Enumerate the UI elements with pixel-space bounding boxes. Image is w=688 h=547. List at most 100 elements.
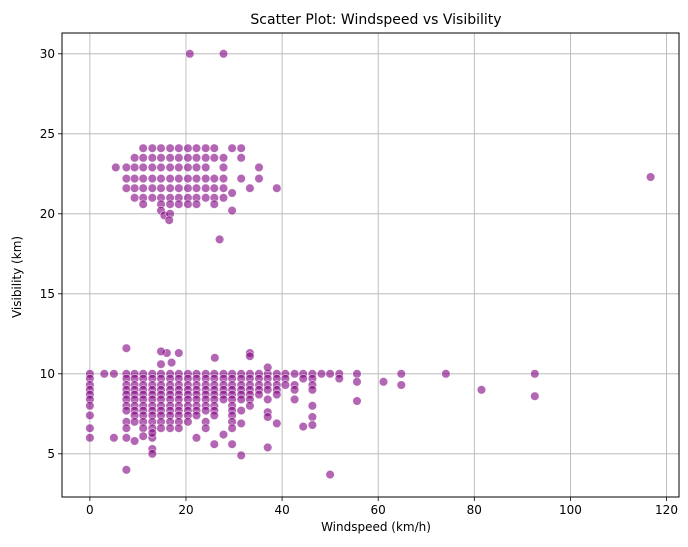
scatter-point <box>191 162 202 172</box>
x-tick-label: 20 <box>178 503 193 517</box>
scatter-point <box>530 369 540 379</box>
scatter-point <box>201 183 211 193</box>
scatter-point <box>147 174 157 184</box>
scatter-point <box>156 162 166 172</box>
scatter-point <box>218 430 229 440</box>
scatter-point <box>236 418 246 429</box>
scatter-point <box>396 369 406 379</box>
y-tick-label: 30 <box>40 47 55 61</box>
scatter-point <box>156 359 166 369</box>
scatter-point <box>138 423 148 433</box>
scatter-point <box>236 174 246 184</box>
scatter-point <box>236 153 246 163</box>
scatter-point <box>218 183 229 193</box>
scatter-point <box>201 193 211 203</box>
scatter-point <box>290 394 300 405</box>
scatter-point <box>530 391 540 401</box>
scatter-point <box>290 369 300 379</box>
scatter-point <box>245 351 255 361</box>
scatter-point <box>138 143 148 153</box>
scatter-point <box>245 183 255 193</box>
scatter-point <box>280 380 291 390</box>
scatter-point <box>185 49 195 59</box>
scatter-point <box>147 449 157 459</box>
scatter-point <box>334 374 344 384</box>
scatter-point <box>218 49 229 59</box>
scatter-point <box>174 174 184 184</box>
scatter-point <box>165 174 175 184</box>
scatter-point <box>183 153 193 163</box>
x-tick-label: 0 <box>86 503 94 517</box>
scatter-point <box>85 423 95 433</box>
scatter-point <box>174 348 184 358</box>
scatter-point <box>111 162 121 172</box>
x-tick-label: 120 <box>655 503 678 517</box>
scatter-point <box>263 394 273 405</box>
scatter-point <box>99 369 109 379</box>
scatter-point <box>156 143 166 153</box>
scatter-point <box>236 394 246 405</box>
scatter-point <box>130 174 140 184</box>
y-tick-label: 25 <box>40 127 55 141</box>
scatter-point <box>121 174 131 184</box>
scatter-point <box>121 465 131 475</box>
x-axis-label: Windspeed (km/h) <box>321 520 431 534</box>
scatter-point <box>307 385 318 395</box>
scatter-point <box>138 162 148 172</box>
scatter-point <box>272 183 282 193</box>
scatter-point <box>130 153 140 163</box>
scatter-point <box>352 377 362 387</box>
scatter-point <box>218 193 229 203</box>
scatter-point <box>209 153 219 163</box>
scatter-point <box>130 417 140 427</box>
scatter-point <box>183 199 193 209</box>
scatter-point <box>218 153 229 163</box>
scatter-point <box>201 162 211 172</box>
scatter-point <box>121 406 131 416</box>
x-tick-label: 40 <box>274 503 289 517</box>
scatter-point <box>352 396 362 406</box>
scatter-point <box>164 215 174 225</box>
scatter-point <box>272 418 282 429</box>
scatter-point <box>307 401 318 411</box>
scatter-point <box>147 162 157 172</box>
scatter-point <box>201 174 211 184</box>
scatter-point <box>147 428 157 438</box>
scatter-point <box>165 162 175 172</box>
y-tick-label: 15 <box>40 287 55 301</box>
scatter-point <box>191 153 202 163</box>
scatter-point <box>183 162 193 172</box>
scatter-point <box>218 162 229 172</box>
scatter-point <box>121 162 131 172</box>
scatter-point <box>209 183 219 193</box>
scatter-point <box>209 439 219 449</box>
scatter-point <box>183 183 193 193</box>
axis-ticks: 0 20 40 60 80 100 120 5 10 15 20 25 30 <box>40 47 678 517</box>
scatter-point <box>85 401 95 411</box>
scatter-point <box>183 143 193 153</box>
scatter-point <box>174 183 184 193</box>
scatter-point <box>138 183 148 193</box>
scatter-point <box>210 353 220 363</box>
x-tick-label: 100 <box>559 503 582 517</box>
scatter-point <box>147 153 157 163</box>
scatter-point <box>191 199 202 209</box>
scatter-point <box>236 450 246 461</box>
scatter-point <box>156 153 166 163</box>
scatter-point <box>167 358 177 368</box>
scatter-point <box>138 199 148 209</box>
scatter-point <box>183 417 193 427</box>
scatter-point <box>236 143 246 153</box>
scatter-point <box>156 174 166 184</box>
scatter-point <box>218 394 229 405</box>
scatter-point <box>85 410 95 421</box>
scatter-point <box>263 362 273 373</box>
scatter-point <box>245 401 255 411</box>
scatter-point <box>227 143 237 153</box>
scatter-point <box>156 423 166 433</box>
scatter-point <box>209 410 219 421</box>
scatter-point <box>183 174 193 184</box>
scatter-point <box>209 143 219 153</box>
scatter-point <box>156 346 166 357</box>
